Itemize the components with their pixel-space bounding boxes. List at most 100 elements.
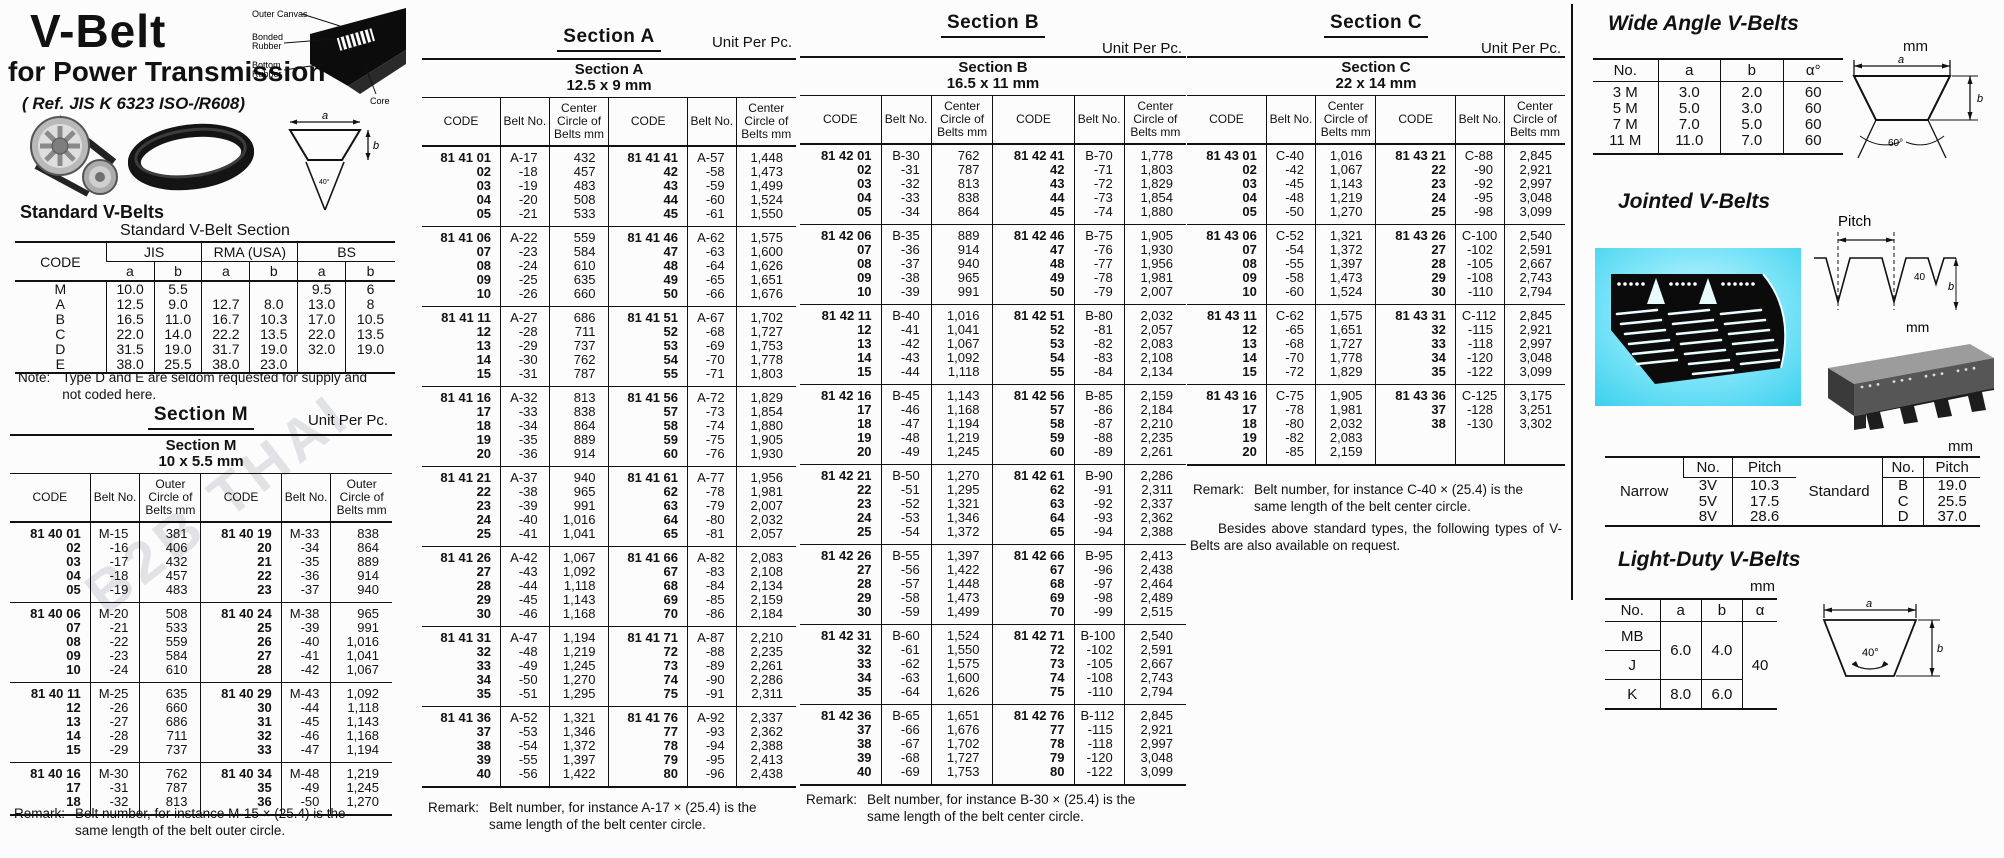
cell: -28 [89,729,140,743]
cell: 2,311 [735,687,796,707]
cell: -80 [1265,417,1316,431]
cell: 508 [139,602,201,621]
cell: 22.2 [201,327,250,342]
cell [345,357,395,373]
cell: 2,210 [1123,417,1186,431]
cell: 8 [345,297,395,312]
cell: 19.0 [249,342,298,357]
table-row: 81 42 26 B-55 1,397 81 42 66 B-95 2,413 [800,544,1186,563]
table-row: 33 -62 1,575 73 -105 2,667 [800,657,1186,671]
cell: -48 [500,645,550,659]
note-label: Note: [18,370,51,385]
cell: 81 43 11 [1187,304,1267,323]
cell: 27 [857,563,872,577]
cell: 55 [992,365,1075,385]
cell: -46 [880,403,932,417]
table-row: 25 -41 1,041 65 -81 2,057 [422,527,796,547]
cell: 40 [476,767,492,781]
narrow-label: Narrow [1619,482,1669,500]
cell: -54 [500,739,550,753]
cell: 37.0 [1923,509,1980,526]
table-row: 5 M 5.0 3.0 60 [1593,101,1843,117]
cell: -95 [687,753,737,767]
table-row: 07 -36 914 47 -76 1,930 [800,243,1186,257]
table-row: 81 43 06 C-52 1,321 81 43 26 C-100 2,540 [1187,224,1565,243]
table-row: 81 41 36 A-52 1,321 81 41 76 A-92 2,337 [422,706,796,725]
cell: 08 [857,257,872,271]
table-row: 23 -39 991 63 -79 2,007 [422,499,796,513]
cell: 813 [548,386,609,405]
cell: 3 M [1612,84,1638,101]
cell: -118 [1073,737,1125,751]
cell: -61 [880,643,932,657]
cell: 22 [200,569,282,583]
table-row: 22 -38 965 62 -78 1,981 [422,485,796,499]
table-row: 19 -48 1,219 59 -88 2,235 [800,431,1186,445]
cell: 17 [1242,403,1257,417]
pulley-photo [30,115,118,197]
table-row: 81 41 06 A-22 559 81 41 46 A-62 1,575 [422,226,796,245]
cell [1503,445,1565,465]
cell: 43 [608,179,688,193]
cell: 2,057 [1123,323,1186,337]
cell: 1,270 [548,673,609,687]
cell: 38 [476,739,492,753]
dim-angle-label: 60° [1888,138,1903,149]
cell: 05 [66,583,81,597]
remark-text: Belt number, for instance A-17 × (25.4) … [489,800,757,832]
table-row: 7 M 7.0 5.0 60 [1593,117,1843,133]
cell: -68 [880,751,932,765]
cell: 864 [330,541,392,555]
cell: 1,245 [930,445,993,465]
mm-label: mm [1906,319,1929,335]
cell: 1,118 [330,701,392,715]
cell: -115 [1454,323,1505,337]
cell: 2,311 [1123,483,1186,497]
cell: 1,727 [735,325,796,339]
section-b-subtitle-size: 16.5 x 11 mm [946,75,1040,92]
cell: 10.3 [249,312,298,327]
cell: -118 [1454,337,1505,351]
cell: 635 [139,682,201,701]
cell: 81 41 36 [422,706,501,725]
cell: -122 [1454,365,1505,385]
cell: 30 [200,701,282,715]
table-row: 25 -54 1,372 65 -94 2,388 [800,525,1186,545]
wide-angle-table: No. a b α° 3 M 3.0 2.0 60 5 M 5.0 3.0 60 7 M 7.0 5… [1593,58,1843,155]
cell: 762 [930,143,993,163]
cell: 19.0 [345,342,395,357]
table-row: 13 -29 737 53 -69 1,753 [422,339,796,353]
table-row: 23 -52 1,321 63 -92 2,337 [800,497,1186,511]
cell: 60 [1782,117,1843,133]
cell: 1,219 [548,645,609,659]
cell: 1,168 [330,729,392,743]
cell: -39 [880,285,932,305]
page-subtitle: for Power Transmission [8,56,326,87]
section-c-subtitle-size: 22 x 14 mm [1335,75,1417,92]
cell: 34 [476,673,492,687]
cell: 11.0 [153,312,202,327]
cell: 1,550 [735,207,796,227]
cell: 53 [608,339,688,353]
cell: 1,829 [735,386,796,405]
cell: 81 40 34 [200,762,282,781]
table-row: 32 -61 1,550 72 -102 2,591 [800,643,1186,657]
cell: 991 [330,621,392,635]
cell: 17 [857,403,872,417]
cell: -29 [500,339,550,353]
cell: -50 [1265,205,1316,225]
cell: 81 41 76 [608,706,688,725]
table-row: 30 -59 1,499 70 -99 2,515 [800,605,1186,625]
cell: 32 [200,729,282,743]
table-row: 15 -44 1,118 55 -84 2,134 [800,365,1186,385]
cell: M-20 [89,602,140,621]
cell: 28.6 [1732,509,1797,526]
cell: 39 [857,751,872,765]
cell: 1,143 [1314,177,1376,191]
cell: 81 41 06 [422,226,501,245]
column-header-a: a [297,261,346,282]
table-row: 03 -32 813 43 -72 1,829 [800,177,1186,191]
table-row: 15 -29 737 33 -47 1,194 [10,743,392,763]
cell: 58 [608,419,688,433]
pitch-diagram: Pitch 40 b mm [1814,213,1959,335]
